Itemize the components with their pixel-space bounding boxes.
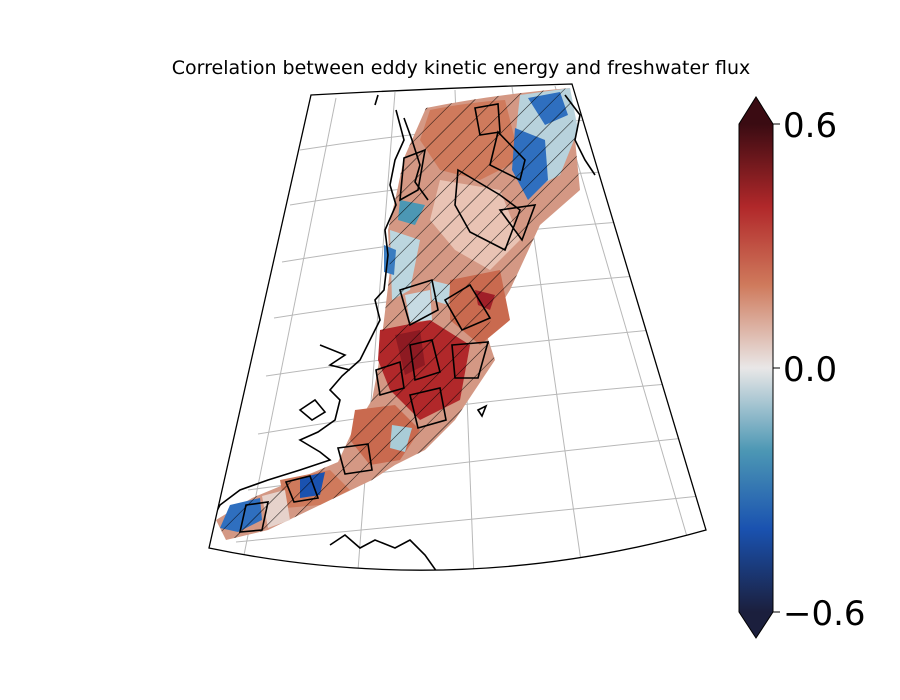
colorbar-extend-min — [739, 612, 773, 638]
colorbar: 0.6 0.0 −0.6 — [738, 96, 866, 639]
significance-hatching — [216, 88, 580, 540]
map-boundary — [208, 83, 707, 571]
colorbar-tick-min: −0.6 — [783, 594, 866, 634]
colorbar-tick-max: 0.6 — [783, 106, 837, 146]
colorbar-extend-max — [739, 97, 773, 124]
significance-contours — [238, 103, 537, 533]
map-panel — [211, 85, 701, 571]
map-title: Correlation between eddy kinetic energy … — [171, 57, 751, 79]
colorbar-gradient — [739, 124, 773, 612]
colorbar-tick-zero: 0.0 — [783, 350, 837, 390]
coastline — [211, 94, 596, 571]
